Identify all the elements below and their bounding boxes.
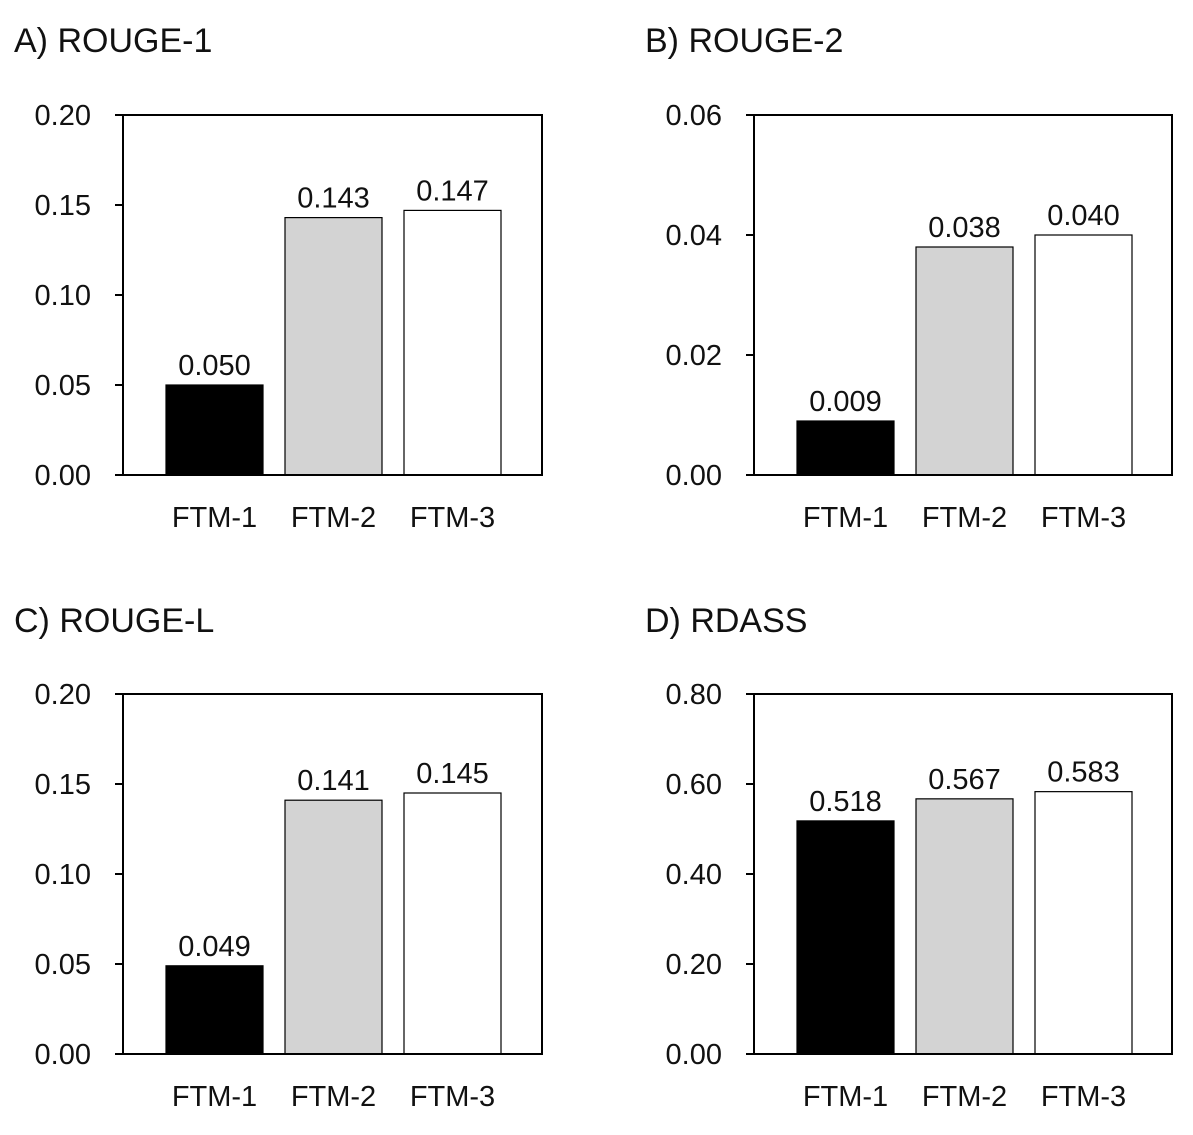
bar-ftm-1 <box>165 384 264 476</box>
y-tick-label: 0.40 <box>666 859 722 891</box>
y-tick-label: 0.02 <box>666 340 722 372</box>
data-label: 0.145 <box>416 758 489 790</box>
y-tick-label: 0.05 <box>35 949 91 981</box>
chart-title: C) ROUGE-L <box>14 602 214 640</box>
y-tick-label: 0.00 <box>35 1039 91 1071</box>
y-tick-label: 0.00 <box>666 1039 722 1071</box>
data-label: 0.143 <box>297 183 370 215</box>
x-tick-label: FTM-1 <box>803 1081 888 1113</box>
x-tick-label: FTM-2 <box>922 1081 1007 1113</box>
x-tick-label: FTM-3 <box>1041 502 1126 534</box>
chart-title: A) ROUGE-1 <box>14 22 212 60</box>
bar-ftm-2 <box>915 246 1014 476</box>
chart-panel-4: D) RDASS 0.518 FTM-1 0.567 FTM-2 0.583 FTM-3 0.… <box>645 602 1173 1113</box>
y-tick-label: 0.60 <box>666 769 722 801</box>
bar-ftm-2 <box>284 217 383 476</box>
y-tick-label: 0.06 <box>666 100 722 132</box>
bar-ftm-3 <box>1034 791 1133 1055</box>
bar-ftm-1 <box>796 820 895 1055</box>
bar-ftm-1 <box>796 420 895 476</box>
y-tick-label: 0.05 <box>35 370 91 402</box>
data-label: 0.038 <box>928 212 1001 244</box>
chart-panel-2: B) ROUGE-2 0.009 FTM-1 0.038 FTM-2 0.040 FTM-3… <box>645 22 1173 534</box>
chart-title: D) RDASS <box>645 602 807 640</box>
bar-ftm-3 <box>403 792 502 1055</box>
y-tick-label: 0.10 <box>35 859 91 891</box>
y-tick-label: 0.04 <box>666 220 722 252</box>
y-tick-label: 0.15 <box>35 769 91 801</box>
data-label: 0.147 <box>416 175 489 207</box>
data-label: 0.049 <box>178 931 251 963</box>
data-label: 0.050 <box>178 350 251 382</box>
x-tick-label: FTM-3 <box>410 1081 495 1113</box>
y-tick-label: 0.10 <box>35 280 91 312</box>
bar-ftm-3 <box>403 209 502 476</box>
data-label: 0.009 <box>809 386 882 418</box>
bar-ftm-2 <box>284 799 383 1055</box>
x-tick-label: FTM-2 <box>922 502 1007 534</box>
y-tick-label: 0.00 <box>35 460 91 492</box>
y-tick-label: 0.20 <box>666 949 722 981</box>
chart-title: B) ROUGE-2 <box>645 22 843 60</box>
y-tick-label: 0.80 <box>666 679 722 711</box>
y-tick-label: 0.15 <box>35 190 91 222</box>
bar-ftm-1 <box>165 965 264 1055</box>
y-tick-label: 0.20 <box>35 100 91 132</box>
x-tick-label: FTM-1 <box>172 502 257 534</box>
data-label: 0.518 <box>809 786 882 818</box>
chart-panel-1: A) ROUGE-1 0.050 FTM-1 0.143 FTM-2 0.147 FTM-3… <box>14 22 543 534</box>
plot-frame <box>753 114 1173 476</box>
x-tick-label: FTM-3 <box>410 502 495 534</box>
data-label: 0.141 <box>297 765 370 797</box>
data-label: 0.567 <box>928 764 1001 796</box>
data-label: 0.583 <box>1047 757 1120 789</box>
y-tick-label: 0.20 <box>35 679 91 711</box>
data-label: 0.040 <box>1047 200 1120 232</box>
bar-ftm-3 <box>1034 234 1133 476</box>
x-tick-label: FTM-1 <box>172 1081 257 1113</box>
bar-ftm-2 <box>915 798 1014 1055</box>
x-tick-label: FTM-2 <box>291 502 376 534</box>
x-tick-label: FTM-2 <box>291 1081 376 1113</box>
chart-panel-3: C) ROUGE-L 0.049 FTM-1 0.141 FTM-2 0.145 FTM-3… <box>14 602 543 1113</box>
x-tick-label: FTM-1 <box>803 502 888 534</box>
y-tick-label: 0.00 <box>666 460 722 492</box>
x-tick-label: FTM-3 <box>1041 1081 1126 1113</box>
